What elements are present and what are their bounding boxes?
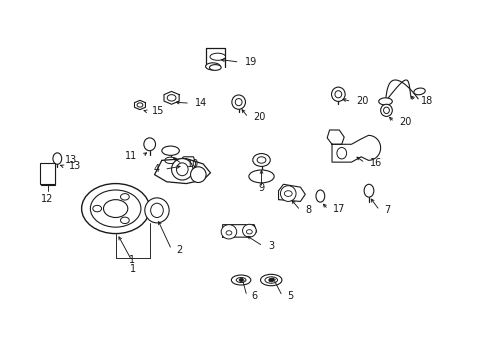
Ellipse shape — [150, 203, 163, 217]
Ellipse shape — [334, 91, 341, 98]
Ellipse shape — [315, 190, 324, 202]
Circle shape — [120, 217, 129, 224]
Polygon shape — [154, 158, 210, 184]
Circle shape — [225, 231, 231, 235]
Ellipse shape — [380, 104, 391, 116]
Circle shape — [284, 191, 291, 197]
Ellipse shape — [176, 163, 188, 176]
Ellipse shape — [221, 225, 236, 239]
Ellipse shape — [383, 107, 388, 113]
Text: 9: 9 — [258, 183, 264, 193]
Ellipse shape — [364, 184, 373, 197]
Circle shape — [93, 205, 102, 212]
Text: 20: 20 — [253, 112, 265, 122]
Text: 15: 15 — [152, 107, 164, 116]
Circle shape — [120, 194, 129, 200]
Ellipse shape — [413, 88, 425, 95]
Ellipse shape — [236, 278, 245, 283]
Ellipse shape — [162, 146, 179, 156]
Polygon shape — [176, 157, 196, 169]
Text: 3: 3 — [267, 241, 273, 251]
Text: 14: 14 — [195, 98, 207, 108]
Polygon shape — [331, 135, 380, 162]
Text: 10: 10 — [187, 159, 199, 169]
Ellipse shape — [164, 157, 176, 163]
Ellipse shape — [264, 277, 277, 283]
Polygon shape — [134, 100, 145, 110]
Ellipse shape — [231, 95, 245, 109]
Text: 13: 13 — [68, 161, 81, 171]
Circle shape — [239, 279, 243, 282]
Bar — [41, 166, 55, 185]
Ellipse shape — [205, 63, 220, 70]
Circle shape — [90, 190, 141, 227]
Ellipse shape — [260, 274, 282, 286]
Text: 18: 18 — [420, 96, 432, 106]
Ellipse shape — [336, 148, 346, 159]
Circle shape — [268, 278, 273, 282]
Text: 4: 4 — [153, 164, 159, 174]
Text: 1: 1 — [128, 255, 135, 265]
Ellipse shape — [235, 99, 242, 106]
Circle shape — [252, 154, 270, 166]
Ellipse shape — [242, 224, 256, 237]
Text: 12: 12 — [41, 194, 54, 204]
Ellipse shape — [53, 153, 61, 164]
Ellipse shape — [190, 167, 205, 183]
Ellipse shape — [209, 53, 225, 60]
Ellipse shape — [231, 275, 250, 285]
Bar — [40, 163, 55, 184]
Circle shape — [257, 157, 265, 163]
Circle shape — [180, 159, 190, 167]
Ellipse shape — [171, 158, 193, 180]
Ellipse shape — [280, 186, 295, 202]
Circle shape — [167, 95, 176, 101]
Circle shape — [137, 103, 142, 107]
Ellipse shape — [248, 170, 274, 183]
Polygon shape — [326, 130, 344, 144]
Ellipse shape — [378, 98, 391, 105]
Circle shape — [246, 230, 252, 234]
Text: 20: 20 — [356, 96, 368, 107]
Text: 5: 5 — [287, 291, 293, 301]
Polygon shape — [278, 184, 305, 202]
Polygon shape — [163, 91, 179, 104]
Text: 8: 8 — [305, 205, 311, 215]
Text: 1: 1 — [129, 264, 136, 274]
Text: 13: 13 — [64, 156, 77, 165]
Ellipse shape — [143, 138, 155, 151]
Text: 6: 6 — [251, 291, 257, 301]
Ellipse shape — [144, 198, 169, 223]
Text: 16: 16 — [369, 158, 382, 168]
Text: 7: 7 — [384, 205, 390, 215]
Polygon shape — [148, 205, 157, 212]
Ellipse shape — [331, 87, 345, 102]
Text: 11: 11 — [125, 151, 137, 161]
Circle shape — [81, 184, 149, 234]
Text: 19: 19 — [244, 57, 256, 67]
Text: 20: 20 — [398, 117, 411, 127]
Text: 17: 17 — [332, 204, 345, 214]
Circle shape — [103, 200, 127, 217]
Text: 2: 2 — [176, 245, 183, 255]
Ellipse shape — [209, 64, 221, 70]
Polygon shape — [222, 225, 256, 237]
